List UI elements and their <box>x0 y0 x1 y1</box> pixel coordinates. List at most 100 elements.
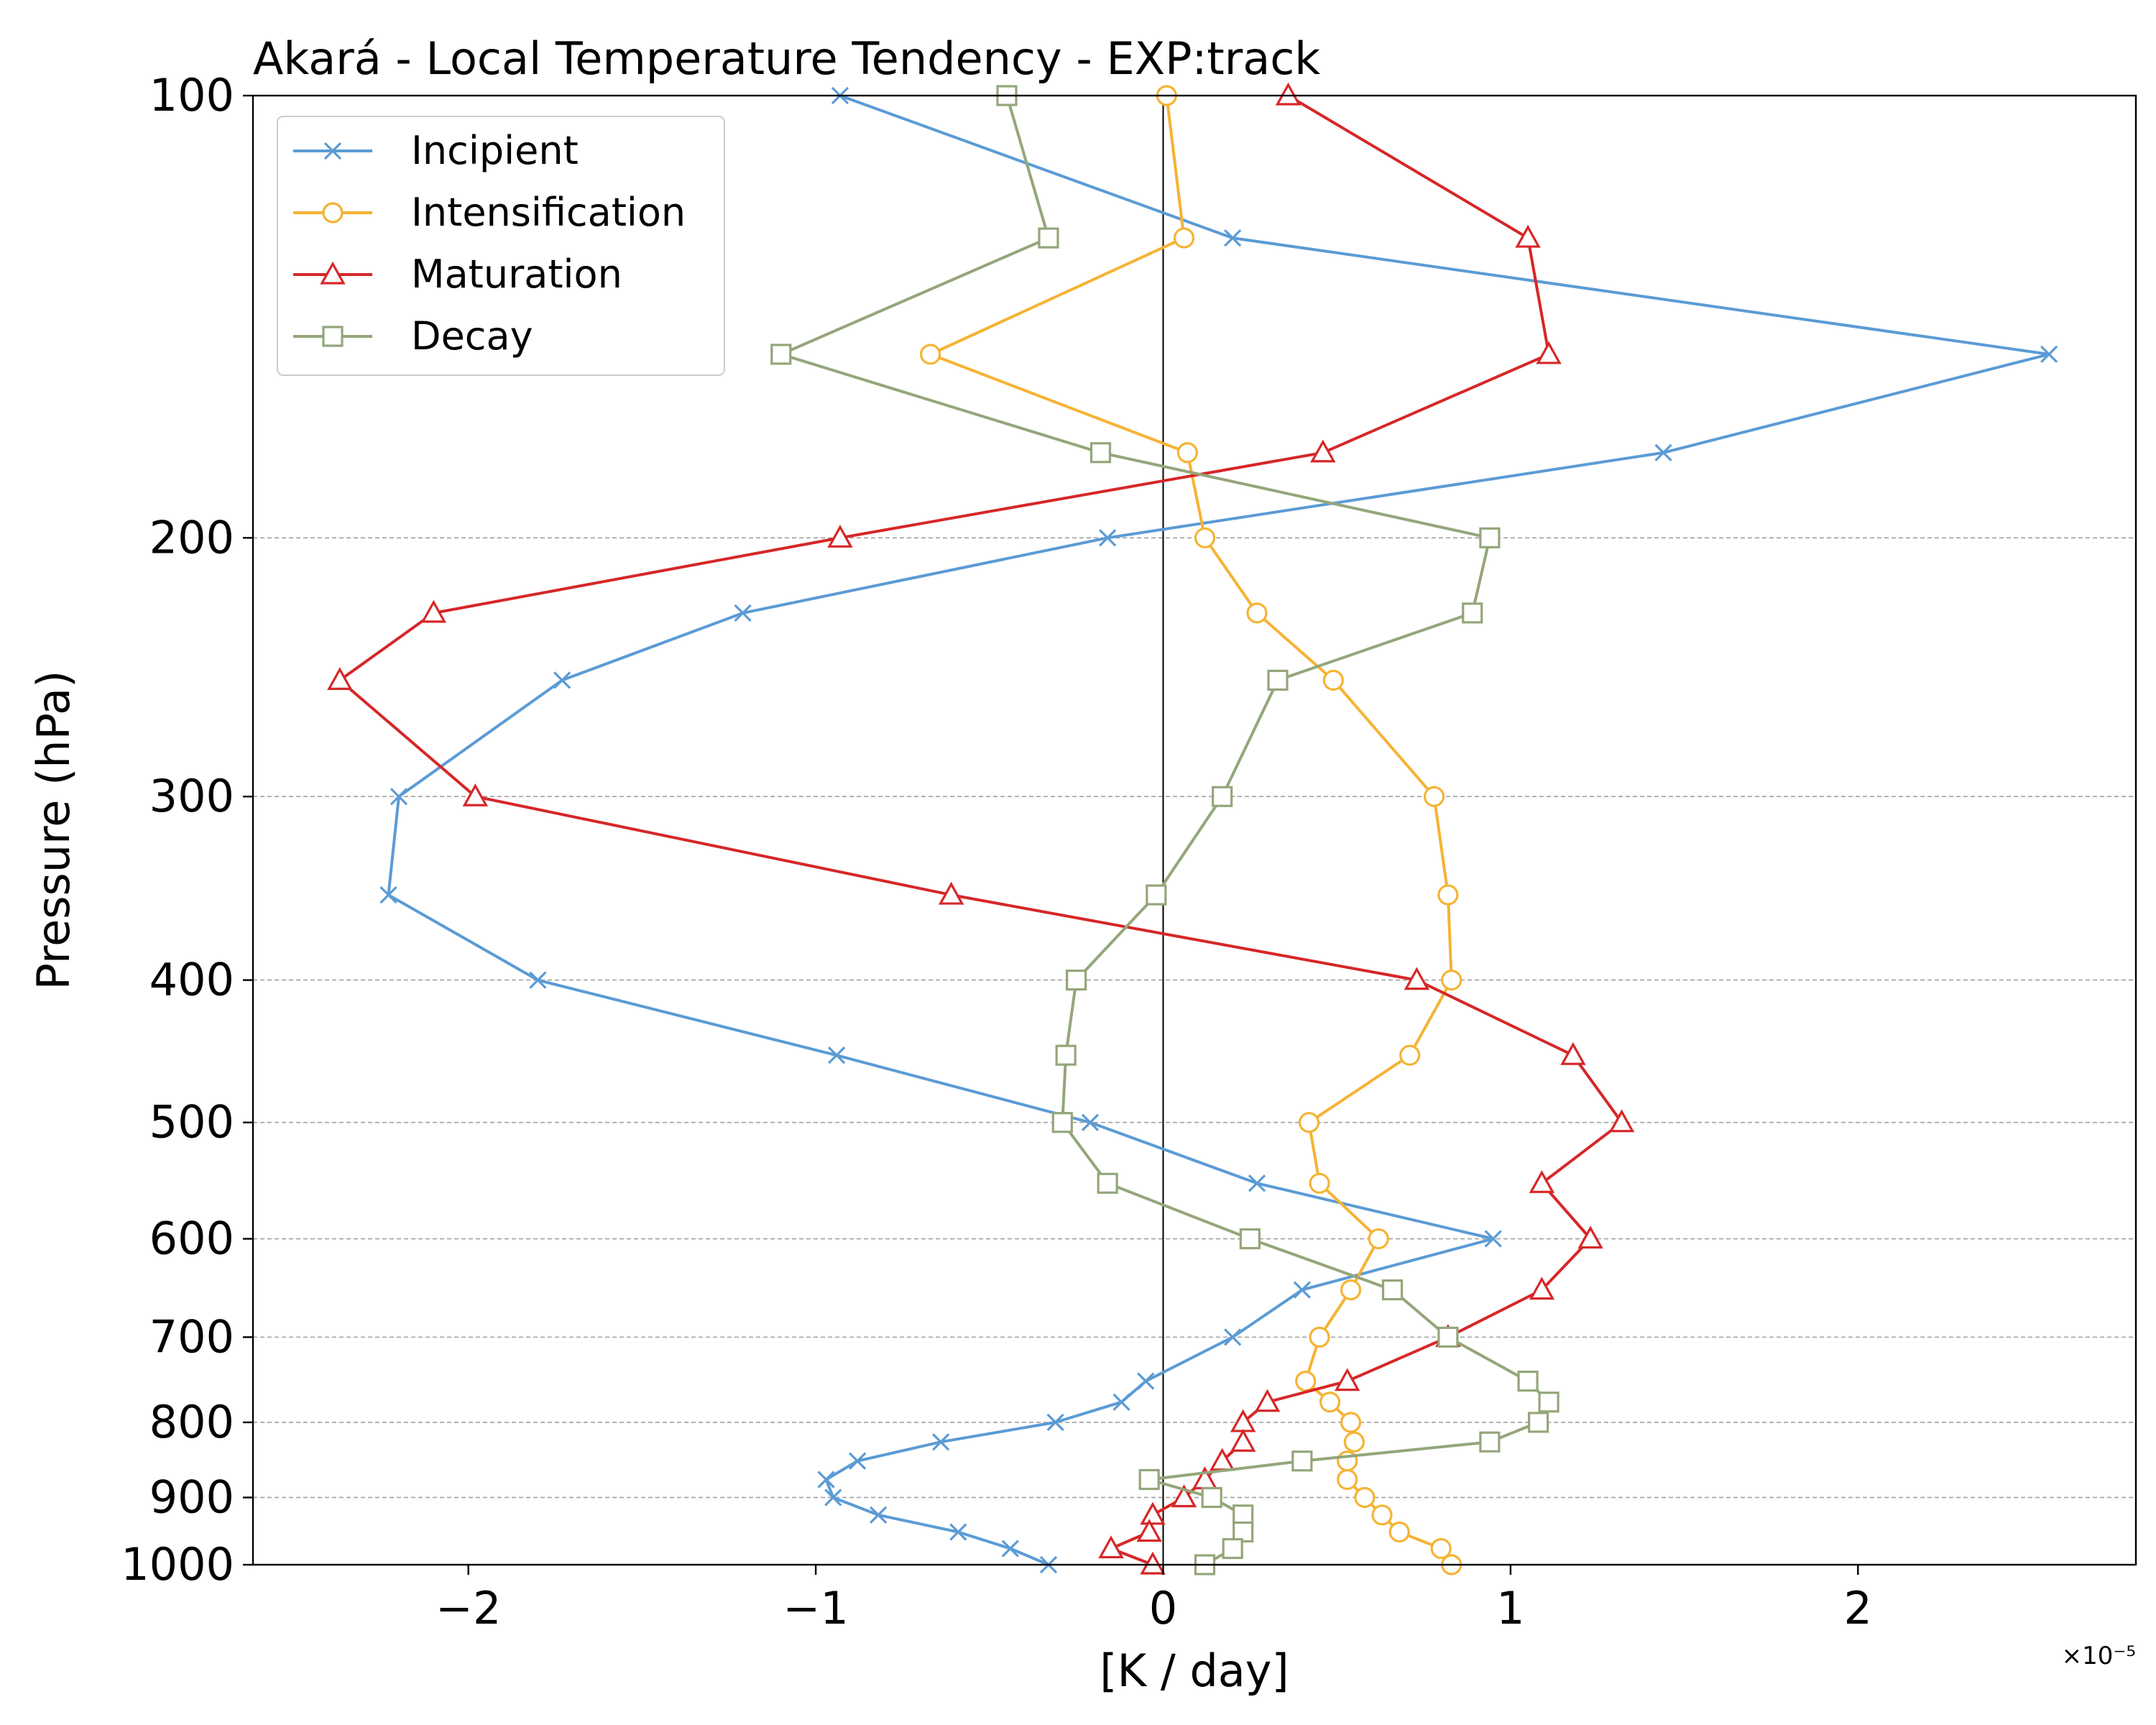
data-point <box>327 667 353 690</box>
data-point <box>1173 227 1195 249</box>
data-point <box>1097 1172 1118 1194</box>
data-point <box>1230 1428 1256 1452</box>
legend-box <box>277 116 725 376</box>
data-point <box>1224 229 1242 247</box>
y-tick-label: 100 <box>149 69 234 121</box>
data-point <box>1194 527 1216 548</box>
data-point <box>1176 442 1198 464</box>
data-point <box>1608 1109 1635 1133</box>
legend-marker <box>322 326 344 347</box>
legend-entry: Intensification <box>293 190 686 235</box>
x-tick-label: −1 <box>783 1582 848 1634</box>
data-point <box>529 971 547 989</box>
data-point <box>827 1046 846 1064</box>
data-point <box>1517 1371 1539 1392</box>
data-point <box>1368 1228 1389 1250</box>
data-point <box>734 604 752 622</box>
data-point <box>1267 669 1289 691</box>
series-decay <box>770 85 1560 1576</box>
data-point <box>1066 970 1087 991</box>
y-tick-label: 600 <box>149 1213 234 1265</box>
data-point <box>848 1452 867 1470</box>
data-point <box>1055 1044 1077 1066</box>
data-point <box>817 1471 835 1489</box>
data-point <box>938 881 964 905</box>
data-point <box>1138 1468 1160 1491</box>
data-point <box>931 1433 950 1451</box>
y-tick-label: 300 <box>149 770 234 822</box>
data-point <box>390 788 408 806</box>
data-point <box>1089 442 1112 464</box>
data-point <box>1437 884 1459 906</box>
legend-entry: Decay <box>293 313 533 359</box>
data-point <box>1140 1551 1166 1575</box>
data-point <box>1437 1326 1459 1348</box>
data-point <box>1322 669 1344 691</box>
data-point <box>1298 1112 1320 1133</box>
data-point <box>1248 1174 1266 1192</box>
legend-marker <box>322 202 344 224</box>
data-point <box>1038 227 1059 249</box>
legend-entry: Incipient <box>293 128 579 173</box>
data-point <box>1343 1431 1365 1453</box>
data-point <box>1479 1431 1501 1453</box>
legend-marker <box>320 261 346 285</box>
data-point <box>553 671 571 689</box>
data-point <box>1536 341 1562 364</box>
data-point <box>1560 1041 1586 1065</box>
data-point <box>1224 1328 1242 1346</box>
data-point <box>1051 1112 1073 1133</box>
y-tick-label: 200 <box>149 511 234 564</box>
x-tick-label: 0 <box>1149 1582 1177 1634</box>
data-point <box>1001 1540 1019 1558</box>
data-point <box>1334 1368 1360 1392</box>
data-point <box>824 1489 842 1506</box>
data-point <box>1340 1412 1362 1433</box>
data-point <box>1319 1392 1341 1413</box>
data-point <box>1295 1371 1317 1392</box>
data-point <box>920 344 941 365</box>
axis-ticks: 100 200 300 400 500 600 700 800 900 1000 −2 −1 0 1 2 <box>121 69 1872 1634</box>
data-point <box>1529 1170 1555 1193</box>
data-point <box>1381 1279 1404 1301</box>
data-point <box>1146 884 1167 906</box>
y-axis-label: Pressure (hPa) <box>27 671 80 990</box>
legend-label: Maturation <box>411 252 622 297</box>
data-point <box>1081 1113 1100 1131</box>
data-point <box>1254 1389 1281 1412</box>
legend-entry: Maturation <box>293 252 622 297</box>
x-tick-label: 1 <box>1496 1582 1524 1634</box>
y-tick-label: 900 <box>149 1471 234 1523</box>
x-tick-label: −2 <box>436 1582 501 1634</box>
data-point <box>1354 1486 1376 1509</box>
data-point <box>1136 1519 1162 1542</box>
legend-label: Intensification <box>411 190 686 235</box>
data-point <box>1275 82 1302 106</box>
data-point <box>1479 527 1501 548</box>
legend-label: Incipient <box>411 128 579 173</box>
data-point <box>1291 1450 1313 1472</box>
data-point <box>1388 1521 1410 1543</box>
y-tick-label: 700 <box>149 1310 234 1363</box>
data-point <box>827 525 853 548</box>
data-point <box>1527 1412 1549 1433</box>
data-point <box>1140 1501 1166 1525</box>
legend: Incipient Intensification Maturation Decay <box>277 116 725 376</box>
data-point <box>1201 1486 1222 1509</box>
data-point <box>1404 967 1430 990</box>
data-point <box>1239 1228 1261 1250</box>
data-point <box>1441 970 1462 991</box>
data-point <box>1423 786 1445 807</box>
data-point <box>1430 1537 1452 1560</box>
data-point <box>1222 1537 1243 1560</box>
data-point <box>1340 1279 1362 1301</box>
y-tick-label: 1000 <box>121 1538 234 1591</box>
data-point <box>1310 439 1336 463</box>
y-tick-label: 800 <box>149 1396 234 1448</box>
data-point <box>1399 1044 1421 1066</box>
data-point <box>420 599 447 623</box>
data-point <box>1212 786 1233 807</box>
legend-label: Decay <box>411 313 533 359</box>
y-tick-label: 500 <box>149 1096 234 1149</box>
